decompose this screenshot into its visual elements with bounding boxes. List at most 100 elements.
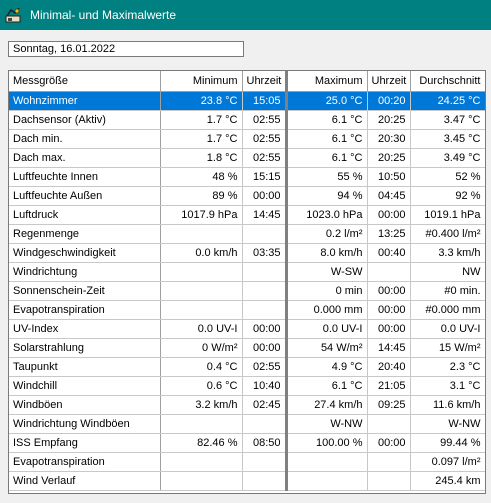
cell-measure: Wind Verlauf [9, 471, 161, 491]
cell-average: 3.49 °C [410, 148, 485, 168]
cell-average: 0.097 l/m² [410, 452, 485, 472]
cell-average: W-NW [410, 414, 485, 434]
header-durchschnitt[interactable]: Durchschnitt [410, 71, 485, 92]
cell-average: 3.1 °C [410, 376, 485, 396]
cell-time-max [367, 471, 411, 491]
cell-time-max: 20:25 [367, 110, 411, 130]
table-row[interactable]: Luftfeuchte Innen 48 % 15:15 55 % 10:50 52 % [9, 167, 485, 187]
cell-time-min: 15:05 [242, 91, 288, 111]
cell-time-max [367, 262, 411, 282]
table-row[interactable]: ISS Empfang 82.46 % 08:50 100.00 % 00:00 99.4… [9, 433, 485, 453]
cell-maximum: 54 W/m² [286, 338, 368, 358]
table-row[interactable]: Sonnenschein-Zeit 0 min 00:00 #0 min. [9, 281, 485, 301]
cell-measure: Luftfeuchte Außen [9, 186, 161, 206]
cell-average: 3.3 km/h [410, 243, 485, 263]
cell-average: 24.25 °C [410, 91, 485, 111]
cell-time-max: 04:45 [367, 186, 411, 206]
cell-minimum [160, 224, 243, 244]
header-messgroesse[interactable]: Messgröße [9, 71, 161, 92]
values-table[interactable]: Messgröße Minimum Uhrzeit Maximum Uhrzei… [8, 70, 486, 494]
table-row[interactable]: Windgeschwindigkeit 0.0 km/h 03:35 8.0 km/h… [9, 243, 485, 263]
header-minimum[interactable]: Minimum [160, 71, 243, 92]
table-row[interactable]: Regenmenge 0.2 l/m² 13:25 #0.400 l/m² [9, 224, 485, 244]
table-row[interactable]: Solarstrahlung 0 W/m² 00:00 54 W/m² 14:45 15 … [9, 338, 485, 358]
cell-time-min: 08:50 [242, 433, 288, 453]
cell-measure: Dachsensor (Aktiv) [9, 110, 161, 130]
cell-time-min [242, 262, 288, 282]
table-row[interactable]: Luftfeuchte Außen 89 % 00:00 94 % 04:45 92 % [9, 186, 485, 206]
cell-average: 15 W/m² [410, 338, 485, 358]
cell-time-min: 02:55 [242, 129, 288, 149]
cell-average: 3.47 °C [410, 110, 485, 130]
cell-measure: Dach min. [9, 129, 161, 149]
title-bar[interactable]: Minimal- und Maximalwerte [0, 0, 491, 30]
cell-maximum: 0.000 mm [286, 300, 368, 320]
cell-time-max: 00:00 [367, 319, 411, 339]
window-title: Minimal- und Maximalwerte [30, 8, 177, 22]
cell-time-max: 09:25 [367, 395, 411, 415]
cell-maximum: 6.1 °C [286, 129, 368, 149]
cell-time-max: 20:40 [367, 357, 411, 377]
cell-measure: Luftdruck [9, 205, 161, 225]
cell-average: 2.3 °C [410, 357, 485, 377]
header-uhrzeit-max[interactable]: Uhrzeit [367, 71, 411, 92]
header-uhrzeit-min[interactable]: Uhrzeit [242, 71, 288, 92]
cell-measure: Wohnzimmer [9, 91, 161, 111]
table-row[interactable]: Dachsensor (Aktiv) 1.7 °C 02:55 6.1 °C 20:25… [9, 110, 485, 130]
table-row[interactable]: UV-Index 0.0 UV-I 00:00 0.0 UV-I 00:00 0.0 UV… [9, 319, 485, 339]
cell-measure: Evapotranspiration [9, 452, 161, 472]
cell-time-max: 00:00 [367, 433, 411, 453]
cell-time-min: 00:00 [242, 338, 288, 358]
cell-maximum: 8.0 km/h [286, 243, 368, 263]
header-maximum[interactable]: Maximum [286, 71, 368, 92]
cell-maximum: 1023.0 hPa [286, 205, 368, 225]
table-row[interactable]: Dach max. 1.8 °C 02:55 6.1 °C 20:25 3.49 °C [9, 148, 485, 168]
table-row[interactable]: Luftdruck 1017.9 hPa 14:45 1023.0 hPa 00:00 1… [9, 205, 485, 225]
cell-time-min: 00:00 [242, 319, 288, 339]
cell-measure: Dach max. [9, 148, 161, 168]
cell-maximum: 25.0 °C [286, 91, 368, 111]
cell-time-max [367, 452, 411, 472]
cell-measure: Taupunkt [9, 357, 161, 377]
cell-time-min: 03:35 [242, 243, 288, 263]
cell-average: #0.400 l/m² [410, 224, 485, 244]
date-field[interactable]: Sonntag, 16.01.2022 [8, 41, 244, 57]
cell-time-min [242, 300, 288, 320]
table-row[interactable]: Windböen 3.2 km/h 02:45 27.4 km/h 09:25 11.6 … [9, 395, 485, 415]
table-row[interactable]: Windrichtung Windböen W-NW W-NW [9, 414, 485, 434]
cell-time-max: 21:05 [367, 376, 411, 396]
cell-maximum: 4.9 °C [286, 357, 368, 377]
cell-minimum [160, 452, 243, 472]
cell-maximum: 6.1 °C [286, 148, 368, 168]
table-row[interactable]: Windchill 0.6 °C 10:40 6.1 °C 21:05 3.1 °C [9, 376, 485, 396]
cell-minimum: 82.46 % [160, 433, 243, 453]
cell-minimum: 1.8 °C [160, 148, 243, 168]
cell-average: 245.4 km [410, 471, 485, 491]
cell-measure: Sonnenschein-Zeit [9, 281, 161, 301]
cell-maximum: 0.2 l/m² [286, 224, 368, 244]
table-row[interactable]: Windrichtung W-SW NW [9, 262, 485, 282]
cell-time-min [242, 414, 288, 434]
cell-time-max: 00:40 [367, 243, 411, 263]
cell-maximum: 0.0 UV-I [286, 319, 368, 339]
table-row[interactable]: Taupunkt 0.4 °C 02:55 4.9 °C 20:40 2.3 °C [9, 357, 485, 377]
cell-time-min: 02:45 [242, 395, 288, 415]
cell-minimum: 1017.9 hPa [160, 205, 243, 225]
table-row[interactable]: Wind Verlauf 245.4 km [9, 471, 485, 491]
cell-minimum: 0.0 UV-I [160, 319, 243, 339]
cell-maximum: W-NW [286, 414, 368, 434]
table-row[interactable]: Evapotranspiration 0.097 l/m² [9, 452, 485, 472]
cell-time-min: 00:00 [242, 186, 288, 206]
cell-minimum: 0.6 °C [160, 376, 243, 396]
cell-time-min [242, 452, 288, 472]
cell-minimum: 0.4 °C [160, 357, 243, 377]
cell-time-min: 02:55 [242, 357, 288, 377]
table-row[interactable]: Wohnzimmer 23.8 °C 15:05 25.0 °C 00:20 24.25 … [9, 91, 485, 111]
cell-minimum [160, 262, 243, 282]
cell-time-min: 02:55 [242, 110, 288, 130]
cell-time-max: 00:00 [367, 281, 411, 301]
table-row[interactable]: Evapotranspiration 0.000 mm 00:00 #0.000 mm [9, 300, 485, 320]
table-row[interactable]: Dach min. 1.7 °C 02:55 6.1 °C 20:30 3.45 °C [9, 129, 485, 149]
cell-maximum: 55 % [286, 167, 368, 187]
cell-maximum [286, 471, 368, 491]
